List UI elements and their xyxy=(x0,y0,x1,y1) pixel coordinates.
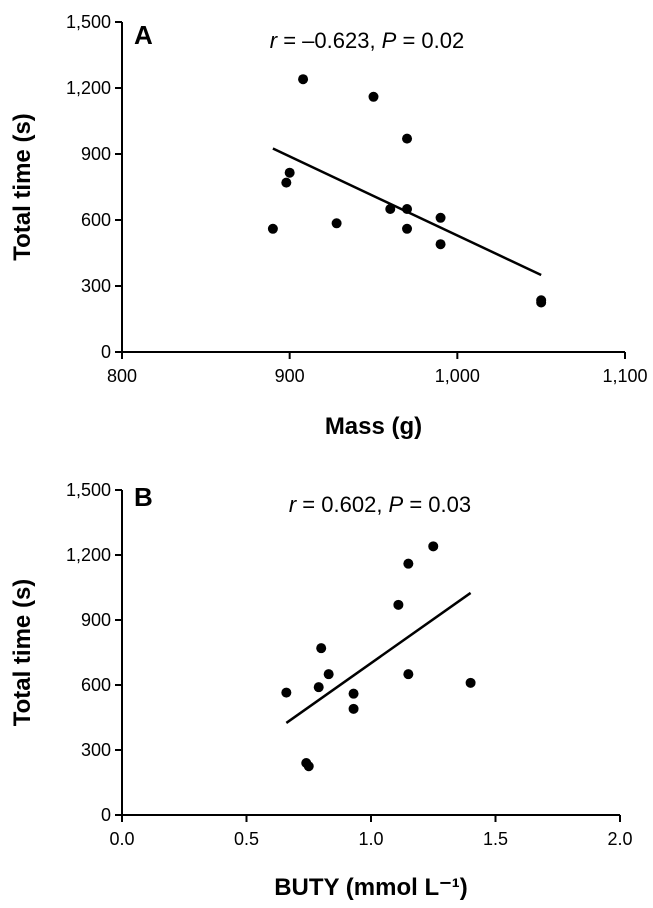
y-tick-label: 600 xyxy=(81,210,111,230)
data-point xyxy=(465,677,476,688)
y-tick-label: 600 xyxy=(81,675,111,695)
y-tick-label: 300 xyxy=(81,276,111,296)
x-tick-label: 0.0 xyxy=(109,829,134,849)
data-point xyxy=(298,74,309,85)
annotation-r-value: = 0.602, xyxy=(296,492,388,517)
annotation-p-value: = 0.02 xyxy=(396,28,464,53)
y-tick-label: 0 xyxy=(101,342,111,362)
data-point xyxy=(348,688,359,699)
data-point xyxy=(368,91,379,102)
correlation-annotation: r = –0.623, P = 0.02 xyxy=(270,28,465,53)
data-point xyxy=(402,133,413,144)
regression-line xyxy=(285,591,472,724)
y-tick-label: 0 xyxy=(101,805,111,825)
panel-label: A xyxy=(134,20,153,50)
data-point xyxy=(402,204,413,214)
annotation-r-symbol: r xyxy=(289,492,298,517)
y-axis-title: Total time (s) xyxy=(9,579,36,727)
data-point xyxy=(316,643,327,654)
x-axis-title: Mass (g) xyxy=(325,413,422,440)
annotation-r-value: = –0.623, xyxy=(277,28,382,53)
data-point xyxy=(536,297,547,308)
data-point xyxy=(281,687,292,698)
data-point xyxy=(435,212,446,223)
annotation-p-symbol: P xyxy=(389,492,404,517)
x-tick-label: 1,000 xyxy=(435,366,480,386)
y-tick-label: 1,500 xyxy=(66,12,111,32)
y-axis-title: Total time (s) xyxy=(9,113,36,261)
panel-a: 0 300 600 900 1,200 1,500 800 900 1,000 1,100 Mass… xyxy=(9,12,648,440)
data-point xyxy=(267,223,278,234)
data-point xyxy=(435,239,446,250)
data-point xyxy=(385,204,396,214)
data-point xyxy=(403,558,414,569)
data-point xyxy=(281,177,292,188)
data-point xyxy=(331,218,342,229)
x-axis-title: BUTY (mmol L⁻¹) xyxy=(274,874,468,901)
data-point xyxy=(428,541,439,552)
data-point xyxy=(323,669,334,680)
annotation-r-symbol: r xyxy=(270,28,279,53)
y-tick-label: 900 xyxy=(81,144,111,164)
y-tick-label: 300 xyxy=(81,740,111,760)
panel-b: 0 300 600 900 1,200 1,500 0.0 0.5 1.0 1.5 2.0 BUTY … xyxy=(9,480,633,901)
x-tick-label: 800 xyxy=(107,366,137,386)
data-point xyxy=(284,167,295,178)
panel-label: B xyxy=(134,482,153,512)
x-tick-label: 900 xyxy=(275,366,305,386)
x-tick-label: 1,100 xyxy=(602,366,647,386)
x-tick-label: 2.0 xyxy=(607,829,632,849)
x-tick-label: 0.5 xyxy=(234,829,259,849)
data-point xyxy=(403,669,414,680)
y-tick-label: 1,200 xyxy=(66,78,111,98)
x-tick-label: 1.5 xyxy=(483,829,508,849)
data-point xyxy=(393,599,404,610)
data-point xyxy=(402,223,413,234)
x-tick-label: 1.0 xyxy=(358,829,383,849)
annotation-p-symbol: P xyxy=(382,28,397,53)
annotation-p-value: = 0.03 xyxy=(403,492,471,517)
correlation-annotation: r = 0.602, P = 0.03 xyxy=(289,492,471,517)
data-point xyxy=(303,761,314,772)
y-tick-label: 1,500 xyxy=(66,480,111,500)
data-point xyxy=(348,703,359,714)
data-point xyxy=(313,682,324,693)
y-tick-label: 900 xyxy=(81,610,111,630)
y-tick-label: 1,200 xyxy=(66,545,111,565)
